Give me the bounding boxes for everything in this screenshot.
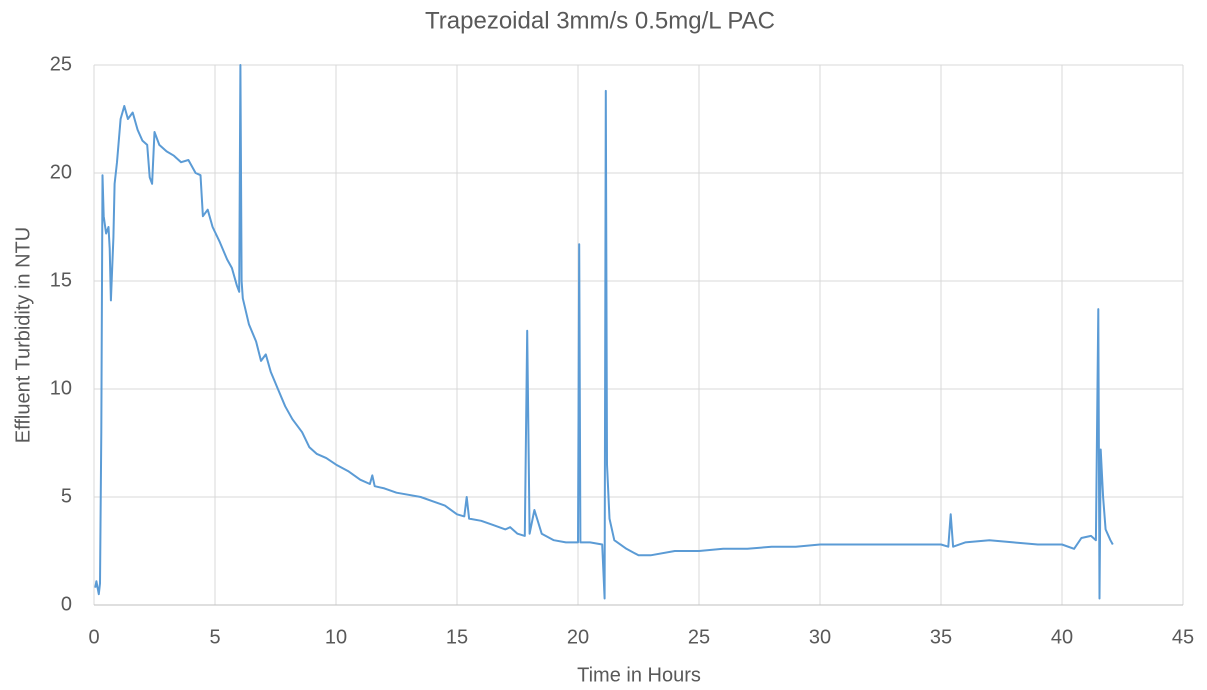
- x-tick-label: 20: [567, 626, 589, 648]
- y-tick-label: 15: [50, 269, 72, 291]
- y-axis-title: Effluent Turbidity in NTU: [12, 227, 34, 443]
- chart-title: Trapezoidal 3mm/s 0.5mg/L PAC: [425, 7, 775, 34]
- x-tick-label: 25: [688, 626, 710, 648]
- y-tick-label: 10: [50, 377, 72, 399]
- x-tick-label: 45: [1172, 626, 1194, 648]
- x-axis-title: Time in Hours: [577, 664, 701, 686]
- y-tick-label: 20: [50, 161, 72, 183]
- y-tick-label: 0: [61, 593, 72, 615]
- x-tick-label: 40: [1051, 626, 1073, 648]
- x-tick-label: 35: [930, 626, 952, 648]
- x-tick-label: 10: [325, 626, 347, 648]
- y-tick-label: 25: [50, 53, 72, 75]
- y-tick-label: 5: [61, 485, 72, 507]
- x-tick-label: 15: [446, 626, 468, 648]
- x-tick-label: 0: [88, 626, 99, 648]
- data-line: [94, 64, 1114, 600]
- x-tick-label: 30: [809, 626, 831, 648]
- x-tick-label: 5: [209, 626, 220, 648]
